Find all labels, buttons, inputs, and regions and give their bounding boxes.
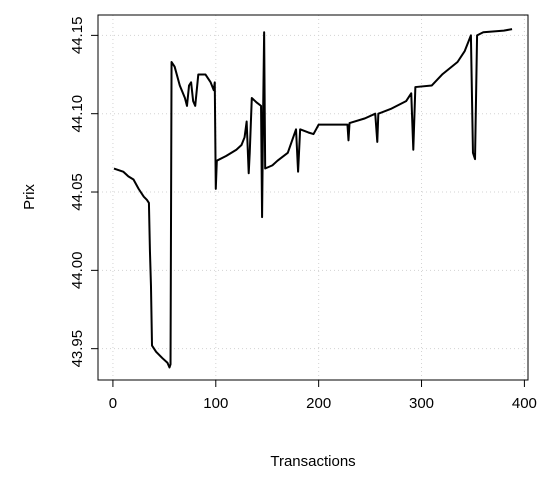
y-tick-label: 44.05 [69,173,86,211]
x-tick-label: 300 [409,395,434,412]
price-line [113,28,513,369]
y-tick-label: 44.00 [69,252,86,290]
x-tick-label: 400 [512,395,537,412]
y-tick-label: 44.10 [69,95,86,133]
y-tick-label: 43.95 [69,330,86,368]
plot-frame [97,14,529,381]
x-tick-label: 200 [306,395,331,412]
x-axis-label: Transactions [270,453,355,470]
y-tick-label: 44.15 [69,17,86,55]
x-tick-label: 0 [109,395,117,412]
y-axis-label: Prix [21,184,38,210]
x-tick-label: 100 [203,395,228,412]
